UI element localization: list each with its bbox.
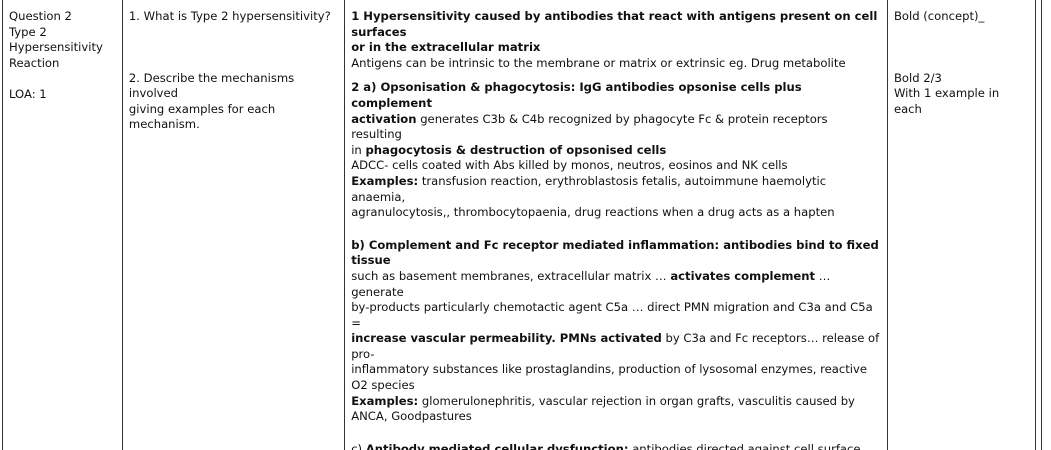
answer-2b-line: inflammatory substances like prostagland… xyxy=(351,362,868,377)
answer-text-phrase: in xyxy=(351,142,366,157)
answer-text-phrase: transfusion reaction, erythroblastosis f… xyxy=(351,173,827,204)
answer-2b-line: such as basement membranes, extracellula… xyxy=(351,269,881,300)
question-topic-line: Reaction xyxy=(9,55,60,70)
answer-2a-line: agranulocytosis,, thrombocytopaenia, dru… xyxy=(351,205,835,220)
mark-criteria-2: With 1 example in xyxy=(893,86,1000,101)
spacer xyxy=(351,71,881,80)
question-topic-line: Hypersensitivity xyxy=(9,40,103,55)
spacer xyxy=(351,425,881,442)
answer-2b-heading: b) Complement and Fc receptor mediated i… xyxy=(351,237,879,268)
answer-bold-phrase: phagocytosis & destruction of opsonised … xyxy=(365,142,667,157)
answer-1-heading: 1 Hypersensitivity caused by antibodies … xyxy=(351,9,878,39)
answers-cell: 1 Hypersensitivity caused by antibodies … xyxy=(344,0,888,450)
answer-text-phrase: c) xyxy=(351,441,366,450)
answer-bold-phrase: Antibody mediated cellular dysfunction: xyxy=(365,441,629,450)
answer-text-phrase: by C3a and Fc receptors… release of pro- xyxy=(351,331,880,361)
mark-criteria-2: Bold 2/3 xyxy=(893,70,942,85)
marks-cell: Bold (concept)_ Bold 2/3 With 1 example … xyxy=(886,0,1036,450)
answer-2a-examples: Examples: transfusion reaction, erythrob… xyxy=(351,174,881,205)
answer-2c-heading: c) Antibody mediated cellular dysfunctio… xyxy=(351,442,881,450)
answer-text-phrase: generates C3b & C4b recognized by phagoc… xyxy=(351,111,828,142)
answer-text-phrase: glomerulonephritis, vascular rejection i… xyxy=(418,393,855,408)
answer-2a-heading: 2 a) Opsonisation & phagocytosis: IgG an… xyxy=(351,80,802,110)
spacer xyxy=(894,25,1029,71)
question-2-line: giving examples for each mechanism. xyxy=(128,101,276,132)
answer-bold-phrase: increase vascular permeability. PMNs act… xyxy=(351,331,662,346)
loa-label: LOA: 1 xyxy=(9,87,47,102)
examples-label: Examples: xyxy=(351,393,419,408)
answer-2b-line: O2 species xyxy=(351,378,415,393)
answer-bold-phrase: activates complement xyxy=(670,268,816,283)
spacer xyxy=(9,71,116,87)
answer-2b-line: by-products particularly chemotactic age… xyxy=(351,300,873,330)
answer-text-phrase: such as basement membranes, extracellula… xyxy=(351,268,671,283)
mark-criteria-1: Bold (concept)_ xyxy=(893,9,985,23)
questions-cell: 1. What is Type 2 hypersensitivity? 2. D… xyxy=(121,0,346,450)
answer-1-heading: or in the extracellular matrix xyxy=(351,40,541,55)
answer-2a-line: activation generates C3b & C4b recognize… xyxy=(351,112,881,143)
answer-2b-line: increase vascular permeability. PMNs act… xyxy=(351,331,881,362)
answer-2b-line: ANCA, Goodpastures xyxy=(351,409,472,424)
answer-1-text: Antigens can be intrinsic to the membran… xyxy=(351,55,846,70)
question-number: Question 2 xyxy=(9,9,72,23)
mark-criteria-2: each xyxy=(893,101,922,116)
answer-text-phrase: antibodies directed against cell surface xyxy=(628,441,861,450)
answer-2a-line: in phagocytosis & destruction of opsonis… xyxy=(351,143,881,159)
answer-bold-phrase: activation xyxy=(351,111,417,126)
answer-2a-line: ADCC- cells coated with Abs killed by mo… xyxy=(351,158,788,173)
question-2-line: 2. Describe the mechanisms involved xyxy=(128,70,295,101)
examples-label: Examples: xyxy=(351,173,419,188)
answer-text-phrase: … generate xyxy=(351,268,831,299)
spacer xyxy=(129,25,338,71)
spacer xyxy=(351,221,881,238)
narrow-cell xyxy=(1034,0,1043,450)
question-topic-line: Type 2 xyxy=(9,24,47,39)
question-1: 1. What is Type 2 hypersensitivity? xyxy=(128,9,331,23)
question-info-cell: Question 2 Type 2 Hypersensitivity React… xyxy=(2,0,123,450)
answer-2b-examples: Examples: glomerulonephritis, vascular r… xyxy=(351,394,881,410)
